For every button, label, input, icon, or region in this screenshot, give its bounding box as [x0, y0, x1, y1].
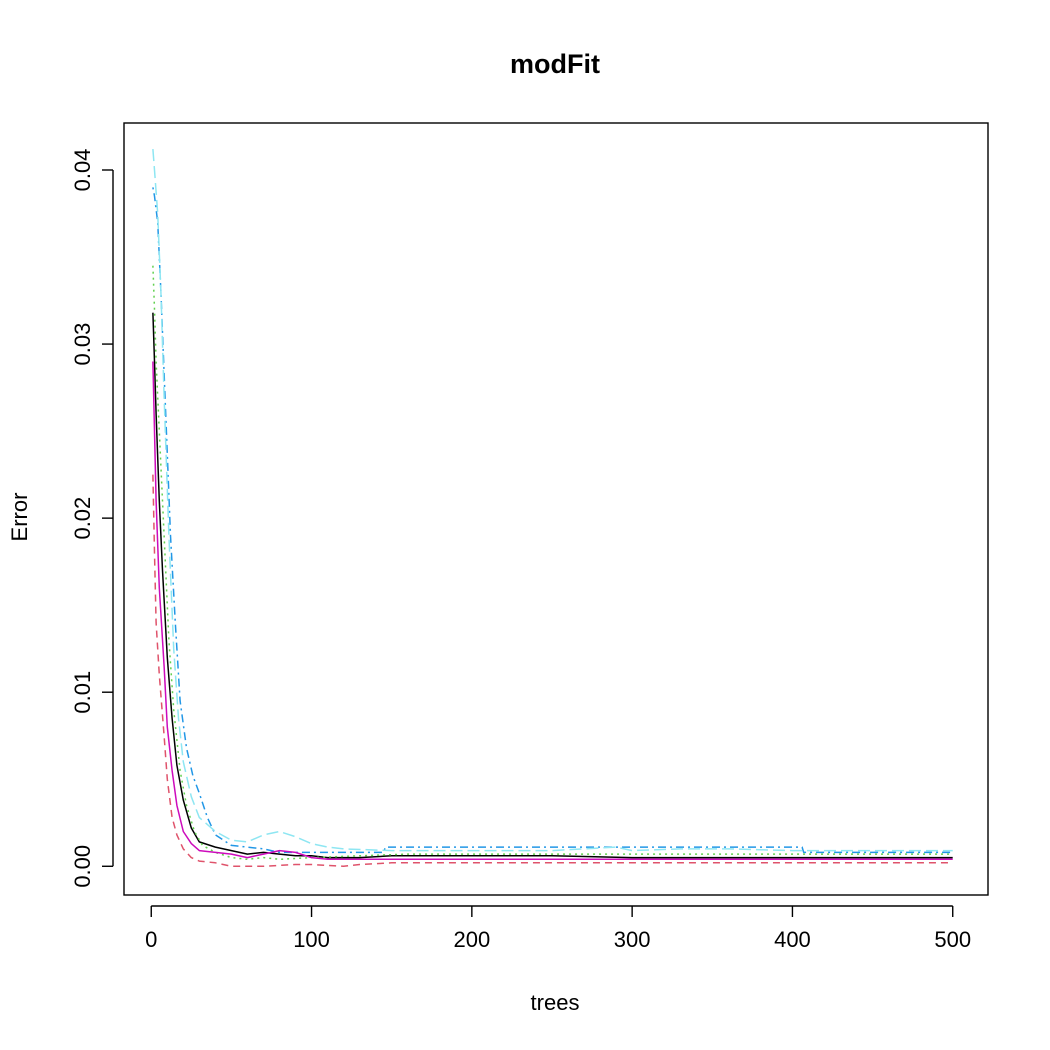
y-tick-label: 0.02	[70, 497, 95, 540]
x-tick-label: 0	[145, 927, 157, 952]
x-tick-label: 100	[293, 927, 330, 952]
series-line-6	[152, 361, 953, 861]
y-axis: 0.00 0.01 0.02 0.03 0.04	[70, 149, 114, 888]
series-line-5	[152, 149, 953, 852]
series-layer	[152, 149, 953, 868]
y-tick-label: 0.04	[70, 149, 95, 192]
x-tick-label: 400	[774, 927, 811, 952]
x-tick-label: 200	[453, 927, 490, 952]
x-tick-label: 500	[934, 927, 971, 952]
series-line-1	[152, 312, 953, 859]
series-line-4	[152, 187, 953, 854]
y-tick-label: 0.01	[70, 671, 95, 714]
y-axis-label: Error	[7, 493, 32, 542]
y-tick-label: 0.00	[70, 845, 95, 888]
x-tick-label: 300	[614, 927, 651, 952]
chart-title: modFit	[510, 49, 600, 79]
x-axis-label: trees	[531, 990, 580, 1015]
x-axis: 0 100 200 300 400 500	[145, 905, 971, 952]
series-line-3	[152, 265, 953, 861]
series-line-2	[152, 474, 953, 868]
plot-frame	[123, 122, 989, 896]
y-tick-label: 0.03	[70, 323, 95, 366]
